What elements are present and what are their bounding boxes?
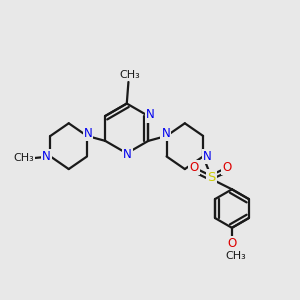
Text: CH₃: CH₃ xyxy=(14,153,34,163)
Text: N: N xyxy=(42,150,51,163)
Text: N: N xyxy=(161,127,170,140)
Text: N: N xyxy=(84,127,92,140)
Text: O: O xyxy=(222,160,232,174)
Text: N: N xyxy=(123,148,132,161)
Text: O: O xyxy=(228,237,237,250)
Text: CH₃: CH₃ xyxy=(120,70,140,80)
Text: S: S xyxy=(207,170,216,184)
Text: N: N xyxy=(203,150,212,163)
Text: CH₃: CH₃ xyxy=(225,251,246,261)
Text: O: O xyxy=(190,160,199,174)
Text: N: N xyxy=(146,109,154,122)
